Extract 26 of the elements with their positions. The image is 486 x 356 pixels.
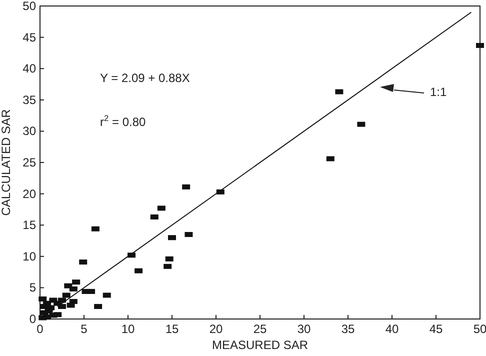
x-tick-label: 30 xyxy=(297,322,311,336)
y-tick-label: 25 xyxy=(22,156,36,170)
x-tick-label: 10 xyxy=(121,322,135,336)
y-tick-label: 0 xyxy=(29,312,36,326)
y-tick-label: 15 xyxy=(22,218,36,232)
x-tick-label: 20 xyxy=(209,322,223,336)
y-tick-label: 5 xyxy=(29,280,36,295)
x-axis-title: MEASURED SAR xyxy=(212,338,308,352)
y-axis-title: CALCULATED SAR xyxy=(0,108,13,216)
x-tick-label: 15 xyxy=(165,322,179,336)
x-tick-label: 5 xyxy=(80,322,88,336)
annotation: r$^{2}$ = 0.80 xyxy=(100,113,146,129)
y-tick-label: 20 xyxy=(22,186,36,201)
y-tick-label: 30 xyxy=(22,124,36,138)
x-tick-label: 50 xyxy=(473,322,486,336)
x-tick-label: 35 xyxy=(341,322,355,336)
annotation: Y = 2.09 + 0.88X xyxy=(100,71,190,85)
x-tick-label: 25 xyxy=(253,322,267,336)
y-tick-label: 45 xyxy=(22,30,36,44)
y-tick-label: 10 xyxy=(22,249,36,264)
y-tick-label: 50 xyxy=(22,0,36,13)
y-tick-label: 40 xyxy=(22,62,36,76)
x-tick-label: 40 xyxy=(385,322,399,336)
x-tick-label: 45 xyxy=(429,322,443,336)
y-tick-label: 35 xyxy=(22,92,36,107)
annotation: 1:1 xyxy=(430,85,448,99)
